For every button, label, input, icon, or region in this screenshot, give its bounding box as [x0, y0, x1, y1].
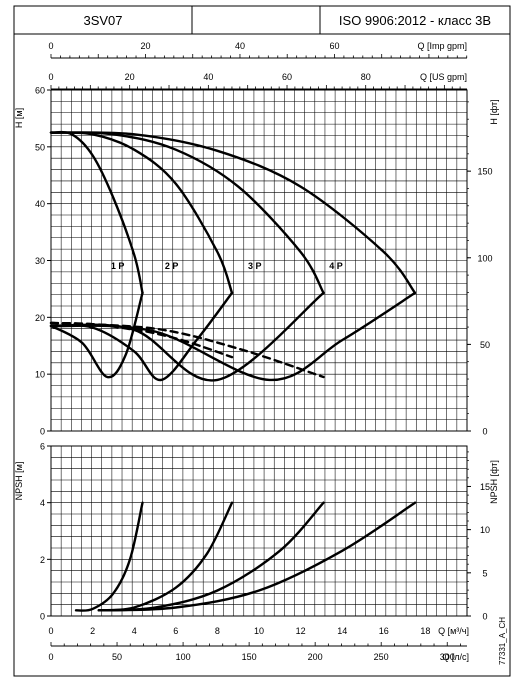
- npsh-ylabel-right: NPSH [фт]: [489, 460, 499, 504]
- standard-label: ISO 9906:2012 - класс 3B: [339, 13, 491, 28]
- x2-tick-label: 100: [176, 652, 191, 662]
- y-tick-label: 60: [35, 86, 45, 96]
- pump-curve-label: 3 P: [248, 261, 262, 271]
- y-tick-label: 40: [35, 199, 45, 209]
- y-right-tick-label: 0: [482, 427, 487, 437]
- top-tick-label: 80: [361, 72, 371, 82]
- y-tick-label: 20: [35, 313, 45, 323]
- x2-tick-label: 150: [242, 652, 257, 662]
- y-tick-label: 50: [35, 142, 45, 152]
- bottom-axes: 0 2 4 6 8 10 12 14 16 18 Q [м³/ч] 0 50 100 150 200 250 30…: [48, 626, 469, 662]
- x-tick-label: 2: [90, 626, 95, 636]
- y-tick-label: 10: [35, 370, 45, 380]
- y-right-tick-label: 0: [482, 612, 487, 622]
- x2-axis-label: Q [л/с]: [442, 652, 469, 662]
- h-ylabel: H [м]: [14, 108, 24, 128]
- x-tick-label: 10: [254, 626, 264, 636]
- npsh-curve: [74, 501, 144, 612]
- pump-curve-label: 2 P: [165, 261, 179, 271]
- power-curve: [49, 321, 325, 379]
- head-curve: [49, 131, 417, 295]
- h-plot-axes: 0 10 20 30 40 50 60 0 50 100 150 H [м] H [фт]: [14, 86, 499, 437]
- efficiency-curve: [49, 291, 144, 379]
- y-right-tick-label: 15: [480, 482, 490, 492]
- y-tick-label: 6: [40, 442, 45, 452]
- chart-frame: [13, 33, 511, 677]
- x-axis-label: Q [м³/ч]: [438, 626, 469, 636]
- x2-tick-label: 200: [308, 652, 323, 662]
- x2-tick-label: 50: [112, 652, 122, 662]
- npsh-curve: [97, 501, 417, 612]
- x2-tick-label: 0: [48, 652, 53, 662]
- top-axis-label: Q [Imp gpm]: [417, 41, 467, 51]
- x-tick-label: 14: [337, 626, 347, 636]
- top-tick-label: 20: [125, 72, 135, 82]
- x-tick-label: 4: [132, 626, 137, 636]
- y-tick-label: 30: [35, 256, 45, 266]
- top-tick-label: 40: [203, 72, 213, 82]
- top-tick-label: 0: [48, 41, 53, 51]
- npsh-curve: [97, 501, 234, 612]
- x-tick-label: 16: [379, 626, 389, 636]
- head-curve: [49, 131, 234, 295]
- top-axis-label: Q [US gpm]: [420, 72, 467, 82]
- x-tick-label: 6: [173, 626, 178, 636]
- x-tick-label: 0: [48, 626, 53, 636]
- footer-code: 77331_A_CH: [498, 617, 507, 665]
- h-plot-grid: [50, 89, 468, 432]
- head-curve: [49, 131, 325, 295]
- top-tick-label: 0: [48, 72, 53, 82]
- pump-curve-label: 1 P: [111, 261, 125, 271]
- head-curve: [49, 130, 144, 295]
- y-right-tick-label: 5: [482, 568, 487, 578]
- model-label: 3SV07: [83, 13, 122, 28]
- top-tick-label: 40: [235, 41, 245, 51]
- h-plot-curves: 1 P 2 P 3 P 4 P: [49, 130, 417, 382]
- npsh-plot-axes: 0 2 4 6 0 5 10 15 NPSH [м] NPSH [фт]: [14, 442, 499, 622]
- x-tick-label: 8: [215, 626, 220, 636]
- x2-tick-label: 250: [374, 652, 389, 662]
- top-tick-label: 60: [329, 41, 339, 51]
- h-ylabel-right: H [фт]: [489, 99, 499, 124]
- npsh-ylabel: NPSH [м]: [14, 462, 24, 501]
- y-tick-label: 0: [40, 427, 45, 437]
- y-right-tick-label: 50: [480, 340, 490, 350]
- npsh-plot-grid: [50, 445, 468, 617]
- y-right-tick-label: 100: [477, 253, 492, 263]
- y-tick-label: 4: [40, 498, 45, 508]
- npsh-plot-curves: [74, 501, 417, 612]
- pump-curve-label: 4 P: [329, 261, 343, 271]
- top-axes: 0 20 40 60 Q [Imp gpm] 0 20 40 60 80 Q [US gpm]: [48, 41, 468, 90]
- x-tick-label: 18: [420, 626, 430, 636]
- y-tick-label: 0: [40, 612, 45, 622]
- y-tick-label: 2: [40, 555, 45, 565]
- top-tick-label: 20: [140, 41, 150, 51]
- x-tick-label: 12: [296, 626, 306, 636]
- y-right-tick-label: 10: [480, 525, 490, 535]
- y-right-tick-label: 150: [477, 167, 492, 177]
- npsh-curve: [97, 501, 325, 612]
- top-tick-label: 60: [282, 72, 292, 82]
- x2-tick-label: 300: [440, 652, 455, 662]
